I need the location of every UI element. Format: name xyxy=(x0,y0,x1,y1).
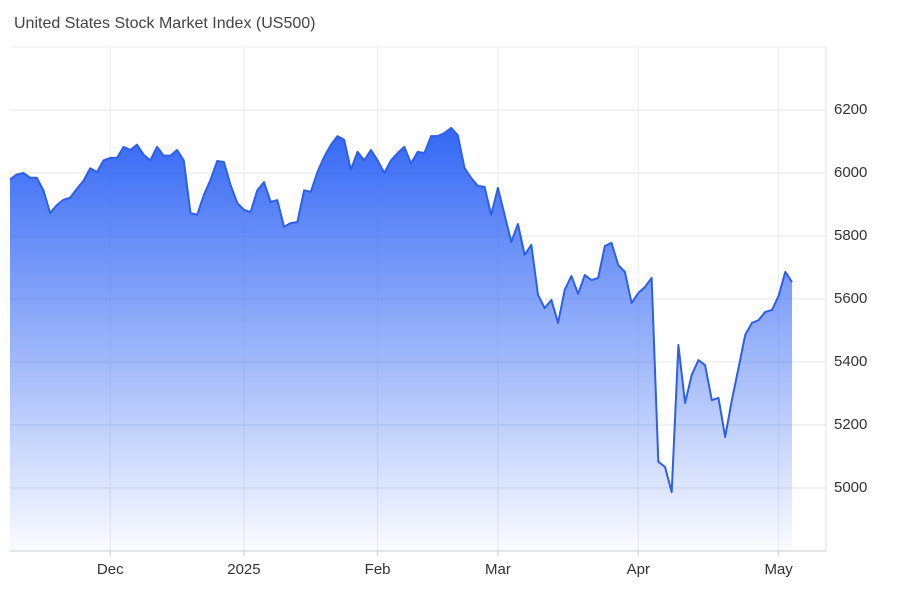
area-fill xyxy=(10,127,792,551)
x-tick-label: 2025 xyxy=(227,561,260,578)
y-tick-label: 5200 xyxy=(834,416,867,433)
x-tick-label: Apr xyxy=(627,561,650,578)
x-tick-label: Dec xyxy=(97,561,124,578)
chart-title: United States Stock Market Index (US500) xyxy=(14,15,315,32)
x-tick-label: Feb xyxy=(365,561,391,578)
area-line xyxy=(9,126,793,494)
x-tick-label: May xyxy=(764,561,793,578)
y-tick-label: 5400 xyxy=(834,353,867,370)
x-tick-label: Mar xyxy=(485,561,511,578)
y-tick-label: 5000 xyxy=(834,479,867,496)
y-tick-label: 5800 xyxy=(834,227,867,244)
y-tick-label: 6200 xyxy=(834,101,867,118)
y-tick-label: 5600 xyxy=(834,290,867,307)
y-tick-label: 6000 xyxy=(834,164,867,181)
